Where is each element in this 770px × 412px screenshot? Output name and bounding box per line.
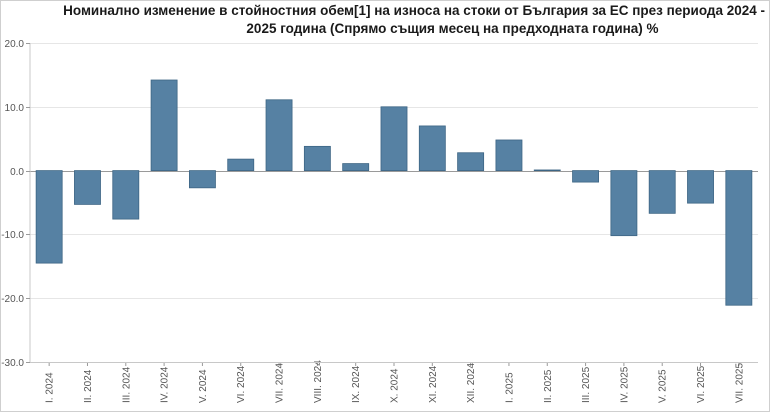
x-tick-label: VI. 2025 (696, 365, 707, 403)
bar (35, 170, 63, 264)
x-tick-label: IX. 2024 (351, 365, 362, 403)
chart-title: Номинално изменение в стойностния обем[1… (60, 2, 765, 38)
x-tick-label: I. 2024 (45, 372, 56, 403)
y-tick-label: -30.0 (1, 358, 24, 369)
x-tick-label: III. 2024 (121, 366, 132, 403)
bar (495, 139, 523, 171)
chart-title-line-1: Номинално изменение в стойностния обем[1… (63, 3, 765, 18)
bar (265, 99, 293, 171)
y-tick-label: 20.0 (5, 39, 25, 50)
bar (648, 170, 676, 214)
x-tick-label: VII. 2024 (275, 363, 286, 403)
x-tick-label: V. 2024 (198, 369, 209, 403)
y-tick-label: -20.0 (1, 294, 24, 305)
x-tick-label: XI. 2024 (428, 365, 439, 403)
x-tick-label: IV. 2025 (619, 366, 630, 403)
x-tick-label: III. 2025 (581, 366, 592, 403)
y-axis: 20.0 10.0 0.0 -10.0 -20.0 -30.0 (1, 39, 31, 369)
bar (227, 158, 255, 171)
x-tick-label: VIII. 2024 (313, 360, 324, 403)
x-tick-label: V. 2025 (658, 369, 669, 403)
x-axis: I. 2024 II. 2024 III. 2024 IV. 2024 V. 2024 V… (30, 360, 758, 403)
bar (457, 152, 485, 171)
bar (74, 170, 101, 205)
x-tick-label: VII. 2025 (734, 363, 745, 403)
bar (610, 170, 638, 237)
x-tick-label: X. 2024 (390, 368, 401, 403)
bar (687, 170, 714, 204)
chart-title-line-2: 2025 година (Спрямо същия месец на предх… (246, 21, 659, 36)
bar (188, 170, 216, 189)
bars (35, 79, 753, 306)
bar (533, 169, 561, 172)
bar (572, 170, 600, 183)
x-tick-label: VI. 2024 (236, 365, 247, 403)
x-tick-label: XII. 2024 (466, 363, 477, 403)
bar (342, 163, 370, 172)
bar (418, 125, 446, 172)
bar (725, 170, 753, 306)
y-tick-label: 0.0 (10, 167, 24, 178)
x-tick-label: I. 2025 (504, 372, 515, 403)
bar (150, 79, 178, 171)
bar (303, 145, 331, 172)
bar (380, 106, 408, 172)
y-tick-label: 10.0 (5, 103, 25, 114)
x-tick-label: IV. 2024 (160, 366, 171, 403)
x-tick-label: II. 2024 (83, 369, 94, 403)
x-tick-label: II. 2025 (543, 369, 554, 403)
bar (112, 170, 140, 220)
y-tick-label: -10.0 (1, 230, 24, 241)
